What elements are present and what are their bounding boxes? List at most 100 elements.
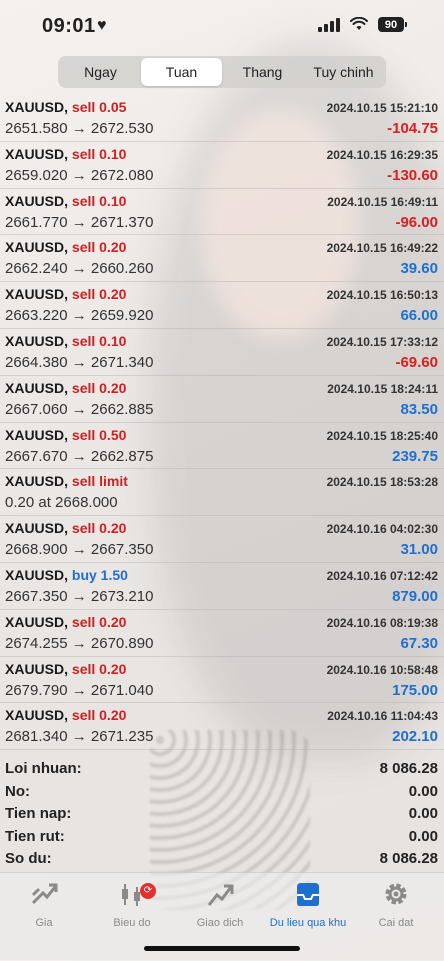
history-row[interactable]: XAUUSD, sell 0.05 2651.580 → 2672.530 2024… <box>0 95 444 142</box>
order-side: sell 0.05 <box>71 99 127 115</box>
history-row[interactable]: XAUUSD, sell 0.20 2663.220 → 2659.920 2024… <box>0 282 444 329</box>
history-row[interactable]: XAUUSD, sell 0.20 2674.255 → 2670.890 2024… <box>0 610 444 657</box>
summary-label: Tien rut: <box>5 827 65 845</box>
order-side: sell 0.10 <box>71 332 127 349</box>
order-time: 2024.10.15 18:25:40 <box>326 428 438 443</box>
symbol-text: XAUUSD, <box>5 426 69 443</box>
battery-icon: 90 <box>378 17 407 32</box>
history-row[interactable]: XAUUSD, sell 0.20 2662.240 → 2660.260 2024… <box>0 235 444 283</box>
order-symbol: XAUUSD, buy 1.50 <box>5 567 128 583</box>
order-time: 2024.10.16 11:04:43 <box>327 709 438 724</box>
tab-thang[interactable]: Thang <box>242 64 283 80</box>
nav-bieu-do[interactable]: ⟳ Bieu do <box>88 879 176 929</box>
order-profit: 239.75 <box>392 447 438 465</box>
order-prices: 2664.380 → 2671.340 <box>5 353 154 371</box>
order-side: sell 0.20 <box>71 379 127 396</box>
history-row[interactable]: XAUUSD, sell 0.50 2667.670 → 2662.875 2024… <box>0 423 444 470</box>
gear-icon <box>385 883 407 905</box>
order-time: 2024.10.15 15:21:10 <box>326 101 438 115</box>
order-time: 2024.10.15 16:29:35 <box>326 147 438 162</box>
order-prices: 2667.060 → 2662.885 <box>5 400 154 418</box>
order-profit: 879.00 <box>392 587 438 605</box>
account-summary: Loi nhuan: 8 086.28 No: 0.00 Tien nap: 0… <box>0 758 444 871</box>
summary-value: 0.00 <box>408 805 438 823</box>
history-row[interactable]: XAUUSD, sell 0.20 2668.900 → 2667.350 2024… <box>0 516 444 563</box>
order-symbol: XAUUSD, sell limit <box>5 473 128 489</box>
history-row[interactable]: XAUUSD, sell 0.10 2661.770 → 2671.370 2024… <box>0 189 444 236</box>
order-side: sell 0.10 <box>71 192 127 209</box>
home-indicator <box>144 946 300 951</box>
order-time: 2024.10.15 16:49:11 <box>327 194 438 209</box>
order-symbol: XAUUSD, sell 0.10 <box>5 146 126 162</box>
order-profit: 39.60 <box>400 260 438 278</box>
order-profit: -69.60 <box>395 353 438 371</box>
order-profit: 175.00 <box>392 681 438 699</box>
history-row[interactable]: XAUUSD, sell 0.20 2667.060 → 2662.885 2024… <box>0 376 444 423</box>
period-selector: Ngay Tuan Thang Tuy chinh <box>58 56 386 88</box>
history-row[interactable]: XAUUSD, sell 0.10 2664.380 → 2671.340 2024… <box>0 329 444 376</box>
order-side: buy 1.50 <box>71 566 128 583</box>
nav-label: Bieu do <box>113 917 151 929</box>
order-symbol: XAUUSD, sell 0.20 <box>5 239 126 255</box>
order-profit: 83.50 <box>400 400 438 418</box>
order-symbol: XAUUSD, sell 0.10 <box>5 333 126 349</box>
order-prices: 2668.900 → 2667.350 <box>5 541 154 559</box>
order-prices: 2662.240 → 2660.260 <box>5 260 154 278</box>
symbol-text: XAUUSD, <box>5 707 69 724</box>
order-time: 2024.10.16 10:58:48 <box>326 662 438 677</box>
order-side: sell 0.10 <box>71 145 127 162</box>
order-side: sell 0.20 <box>71 660 127 677</box>
summary-withdrawal: Tien rut: 0.00 <box>0 826 444 849</box>
history-row[interactable]: XAUUSD, sell limit 0.20 at 2668.000 2024.1… <box>0 469 444 517</box>
order-profit: 31.00 <box>400 541 438 559</box>
order-prices: 2681.340 → 2671.235 <box>5 728 154 746</box>
order-prices: 2667.350 → 2673.210 <box>5 587 154 605</box>
trend-arrows-icon <box>31 883 58 905</box>
nav-label: Du lieu qua khu <box>269 917 347 929</box>
status-time: 09:01 <box>42 15 96 37</box>
history-row[interactable]: XAUUSD, buy 1.50 2667.350 → 2673.210 2024.… <box>0 563 444 610</box>
symbol-text: XAUUSD, <box>5 332 69 349</box>
order-symbol: XAUUSD, sell 0.50 <box>5 427 126 443</box>
summary-label: Loi nhuan: <box>5 760 82 777</box>
history-list: XAUUSD, sell 0.05 2651.580 → 2672.530 2024… <box>0 95 444 751</box>
order-prices: 2663.220 → 2659.920 <box>5 307 154 325</box>
order-profit: -130.60 <box>387 166 438 184</box>
nav-du-lieu-qua-khu[interactable]: Du lieu qua khu <box>264 879 352 929</box>
history-row[interactable]: XAUUSD, sell 0.10 2659.020 → 2672.080 2024… <box>0 142 444 189</box>
order-time: 2024.10.15 16:49:22 <box>326 241 438 256</box>
order-side: sell 0.20 <box>71 239 127 256</box>
order-prices: 2667.670 → 2662.875 <box>5 447 154 465</box>
history-row[interactable]: XAUUSD, sell 0.20 2679.790 → 2671.040 2024… <box>0 657 444 704</box>
symbol-text: XAUUSD, <box>5 520 69 537</box>
symbol-text: XAUUSD, <box>5 286 69 303</box>
history-row[interactable]: XAUUSD, sell 0.20 2681.340 → 2671.235 2024… <box>0 703 444 751</box>
order-time: 2024.10.15 18:24:11 <box>327 381 438 396</box>
symbol-text: XAUUSD, <box>5 473 69 490</box>
order-side: sell 0.20 <box>71 286 127 303</box>
summary-balance: So du: 8 086.28 <box>0 848 444 871</box>
nav-giao-dich[interactable]: Giao dich <box>176 879 264 929</box>
order-side: sell limit <box>71 473 128 490</box>
wifi-icon <box>350 15 368 36</box>
order-symbol: XAUUSD, sell 0.20 <box>5 661 126 677</box>
symbol-text: XAUUSD, <box>5 613 69 630</box>
status-bar: 09:01 ♥ 90 <box>0 0 444 50</box>
history-inbox-icon <box>297 883 319 906</box>
order-prices: 2661.770 → 2671.370 <box>5 213 154 231</box>
symbol-text: XAUUSD, <box>5 99 69 115</box>
order-symbol: XAUUSD, sell 0.10 <box>5 193 126 209</box>
nav-cai-dat[interactable]: Cai dat <box>352 879 440 929</box>
order-side: sell 0.20 <box>71 613 127 630</box>
order-symbol: XAUUSD, sell 0.20 <box>5 520 126 536</box>
order-prices: 2674.255 → 2670.890 <box>5 634 154 652</box>
tab-tuan[interactable]: Tuan <box>141 58 222 86</box>
order-profit: -104.75 <box>387 120 438 137</box>
nav-gia[interactable]: Gia <box>0 879 88 929</box>
tab-tuy-chinh[interactable]: Tuy chinh <box>313 64 374 80</box>
symbol-text: XAUUSD, <box>5 660 69 677</box>
symbol-text: XAUUSD, <box>5 239 69 256</box>
tab-ngay[interactable]: Ngay <box>84 64 117 80</box>
nav-label: Cai dat <box>378 917 414 929</box>
summary-value: 8 086.28 <box>379 850 438 868</box>
